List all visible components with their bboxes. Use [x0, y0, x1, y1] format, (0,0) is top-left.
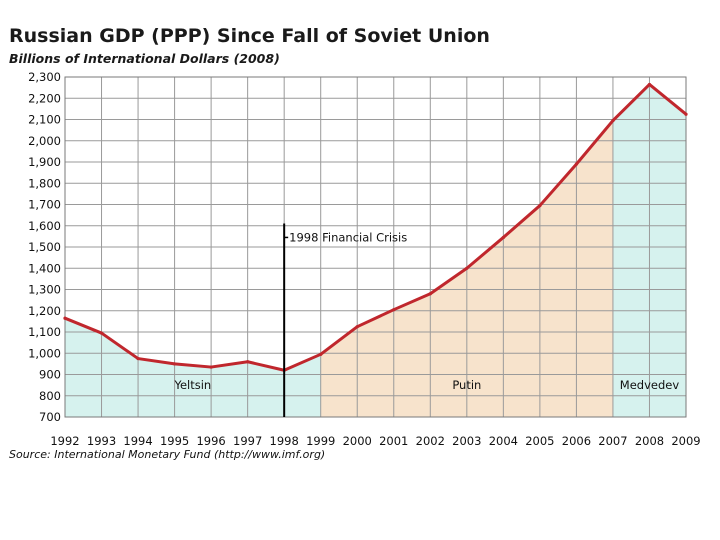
gdp-point — [392, 308, 396, 312]
y-tick-label: 1,700 — [28, 198, 61, 212]
y-tick-label: 700 — [39, 410, 61, 424]
era-label-yeltsin: Yeltsin — [173, 378, 211, 392]
gdp-point — [501, 235, 505, 240]
tick-labels: 700 800 900 1,000 1,100 1,200 1,300 1,400 1,500 1… — [28, 70, 701, 448]
x-tick-label: 1994 — [123, 434, 152, 448]
x-tick-label: 2001 — [379, 434, 408, 448]
gdp-point — [172, 362, 177, 366]
x-tick-label: 2000 — [343, 434, 372, 448]
x-tick-label: 2003 — [452, 434, 481, 448]
y-tick-label: 1,300 — [28, 283, 61, 297]
y-tick-label: 2,100 — [28, 113, 61, 127]
crisis-label: 1998 Financial Crisis — [289, 230, 407, 244]
gdp-point — [319, 352, 323, 356]
y-tick-label: 2,300 — [28, 70, 61, 84]
x-tick-label: 1998 — [270, 434, 299, 448]
x-tick-label: 1992 — [50, 434, 79, 448]
x-tick-label: 1995 — [160, 434, 189, 448]
era-area-yeltsin — [65, 318, 321, 417]
x-tick-label: 1997 — [233, 434, 262, 448]
y-tick-label: 1,200 — [28, 304, 61, 318]
gdp-point — [611, 118, 615, 123]
gridlines — [64, 76, 687, 418]
x-tick-label: 2005 — [525, 434, 554, 448]
y-tick-label: 900 — [39, 368, 61, 382]
gdp-point — [684, 112, 688, 116]
x-tick-label: 1996 — [196, 434, 225, 448]
gdp-point — [99, 331, 104, 335]
x-tick-label: 2002 — [416, 434, 445, 448]
y-tick-label: 1,900 — [28, 155, 61, 169]
x-tick-label: 1999 — [306, 434, 335, 448]
y-tick-label: 1,100 — [28, 325, 61, 339]
chart-title: Russian GDP (PPP) Since Fall of Soviet U… — [9, 25, 490, 47]
gdp-point — [355, 325, 359, 329]
plot-frame — [64, 76, 687, 418]
gdp-point — [647, 82, 652, 87]
gdp-point — [574, 162, 579, 166]
x-tick-label: 2004 — [489, 434, 518, 448]
y-tick-label: 1,000 — [28, 346, 61, 360]
gdp-line — [63, 82, 688, 372]
y-tick-label: 1,400 — [28, 261, 61, 275]
y-tick-label: 1,500 — [28, 240, 61, 254]
y-tick-label: 1,600 — [28, 219, 61, 233]
gdp-point — [465, 266, 469, 270]
crisis-annotation: 1998 Financial Crisis — [283, 223, 407, 417]
gdp-point — [209, 365, 213, 369]
gdp-point — [63, 316, 67, 320]
gdp-point — [538, 203, 542, 208]
gdp-point — [136, 356, 140, 361]
era-shading — [65, 84, 686, 417]
gdp-line-layer — [63, 82, 688, 372]
x-tick-label: 2009 — [671, 434, 700, 448]
y-tick-label: 1,800 — [28, 176, 61, 190]
x-tick-label: 1993 — [87, 434, 116, 448]
gdp-point — [246, 360, 250, 364]
y-tick-label: 2,200 — [28, 91, 61, 105]
x-tick-label: 2007 — [598, 434, 627, 448]
era-label-medvedev: Medvedev — [620, 378, 680, 392]
x-tick-label: 2008 — [635, 434, 664, 448]
chart-source: Source: International Monetary Fund (htt… — [9, 448, 325, 461]
x-tick-label: 2006 — [562, 434, 591, 448]
era-label-putin: Putin — [452, 378, 481, 392]
chart-subtitle: Billions of International Dollars (2008) — [9, 51, 280, 66]
y-tick-label: 800 — [39, 389, 61, 403]
gdp-point — [428, 292, 432, 296]
y-tick-label: 2,000 — [28, 134, 61, 148]
